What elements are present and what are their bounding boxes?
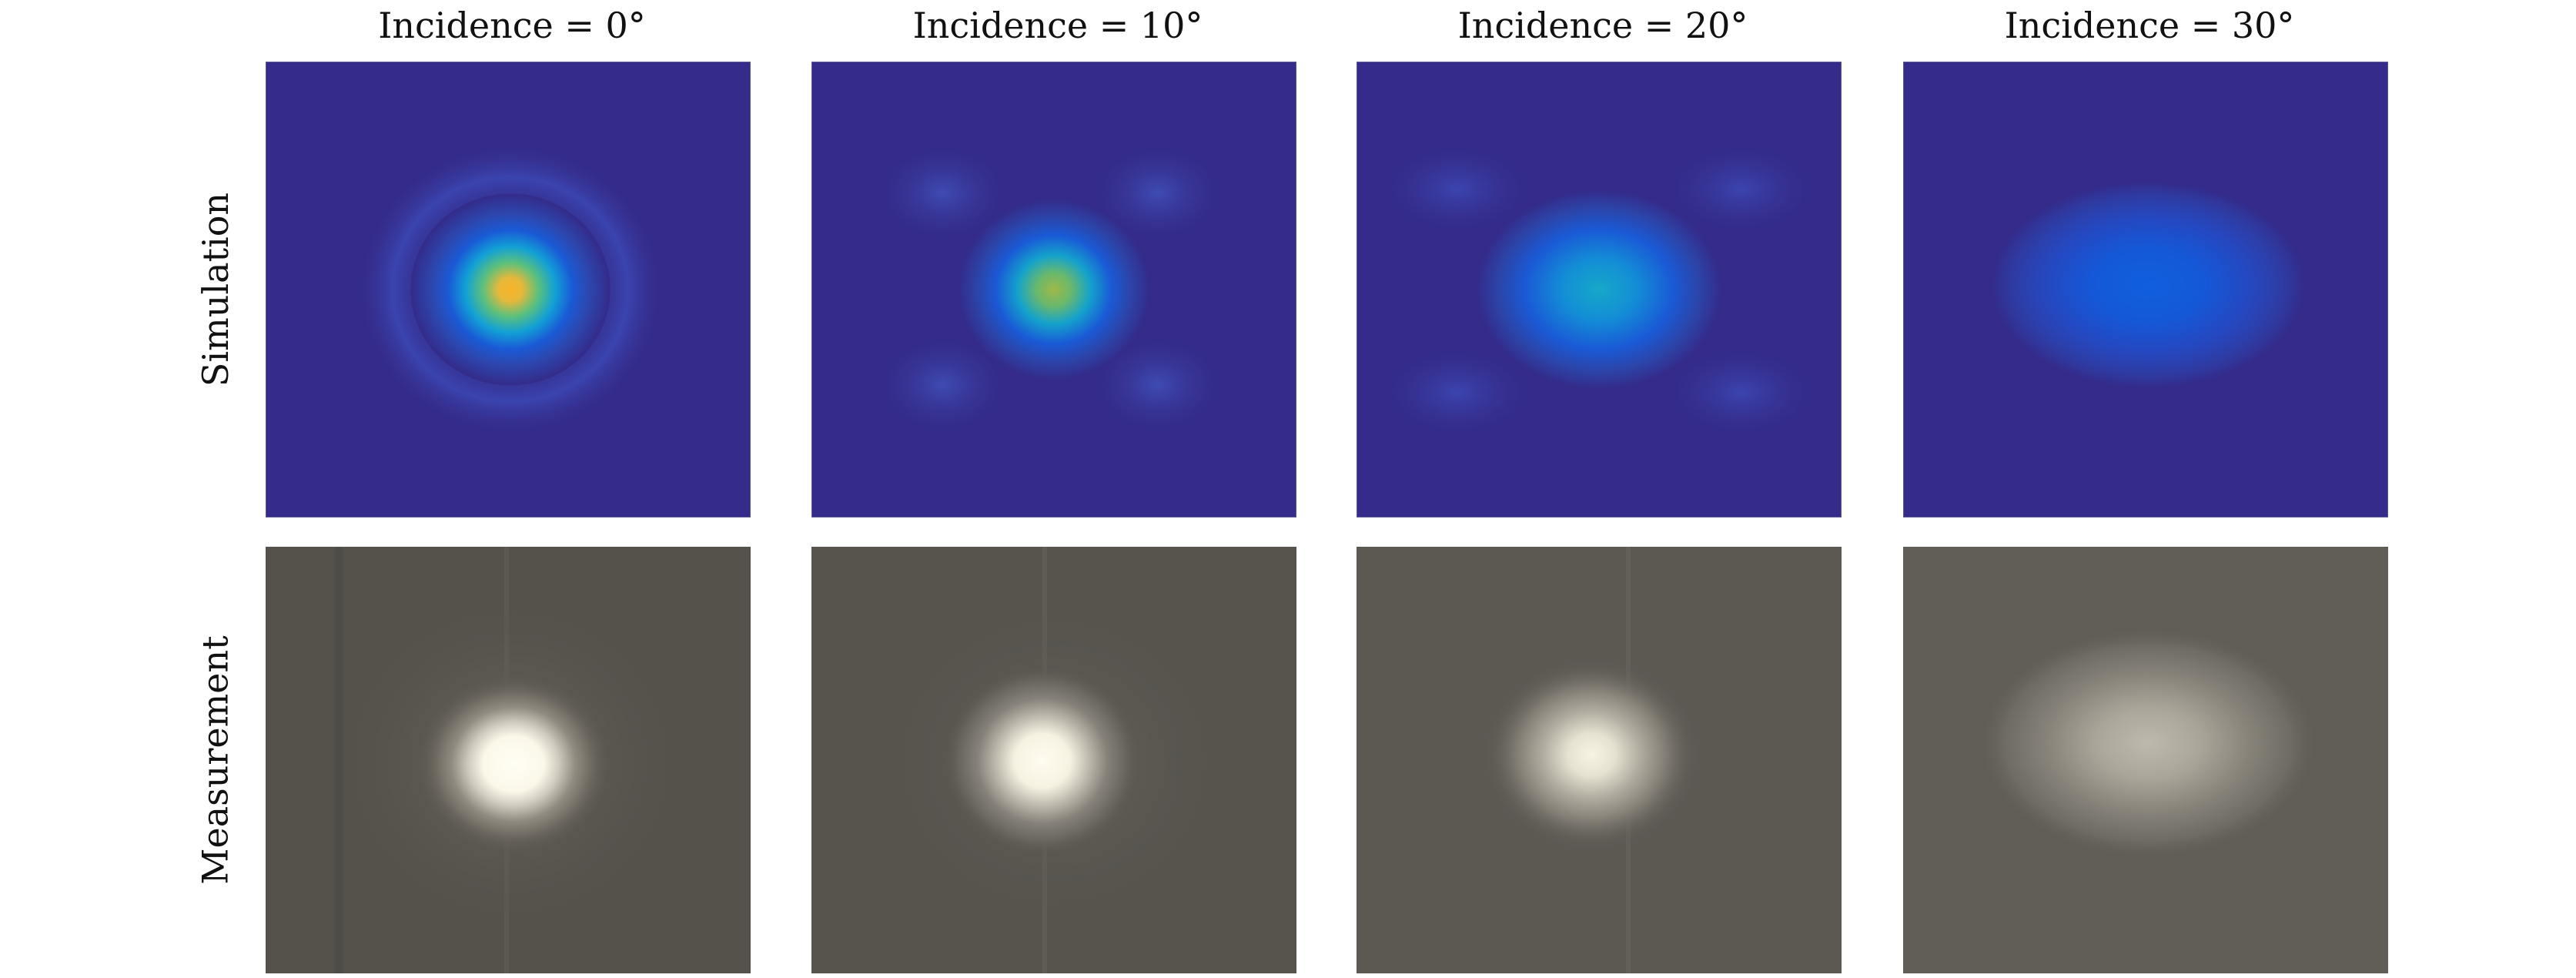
measurement-image-20: [1357, 547, 1842, 973]
measurement-image-10: [811, 547, 1296, 973]
simulation-image-30: [1904, 62, 2387, 517]
measurement-panel-0: [266, 547, 751, 973]
column-title-20: Incidence = 20°: [1457, 5, 1748, 46]
simulation-panel-30: [1903, 62, 2388, 517]
measurement-panel-10: [811, 547, 1296, 973]
simulation-panel-10: [811, 62, 1296, 517]
measurement-image-30: [1903, 547, 2388, 973]
column-title-0: Incidence = 0°: [378, 5, 646, 46]
measurement-image-0: [266, 547, 751, 973]
row-label-simulation: Simulation: [162, 62, 269, 517]
row-label-simulation-text: Simulation: [195, 192, 236, 387]
simulation-image-10: [812, 62, 1296, 517]
row-label-measurement: Measurement: [162, 547, 269, 973]
simulation-panel-0: [266, 62, 751, 517]
column-title-30: Incidence = 30°: [2004, 5, 2295, 46]
simulation-panel-20: [1357, 62, 1842, 517]
measurement-panel-20: [1357, 547, 1842, 973]
simulation-image-0: [266, 62, 750, 517]
simulation-image-20: [1357, 62, 1841, 517]
row-label-measurement-text: Measurement: [195, 635, 236, 885]
measurement-panel-30: [1903, 547, 2388, 973]
column-title-10: Incidence = 10°: [912, 5, 1203, 46]
